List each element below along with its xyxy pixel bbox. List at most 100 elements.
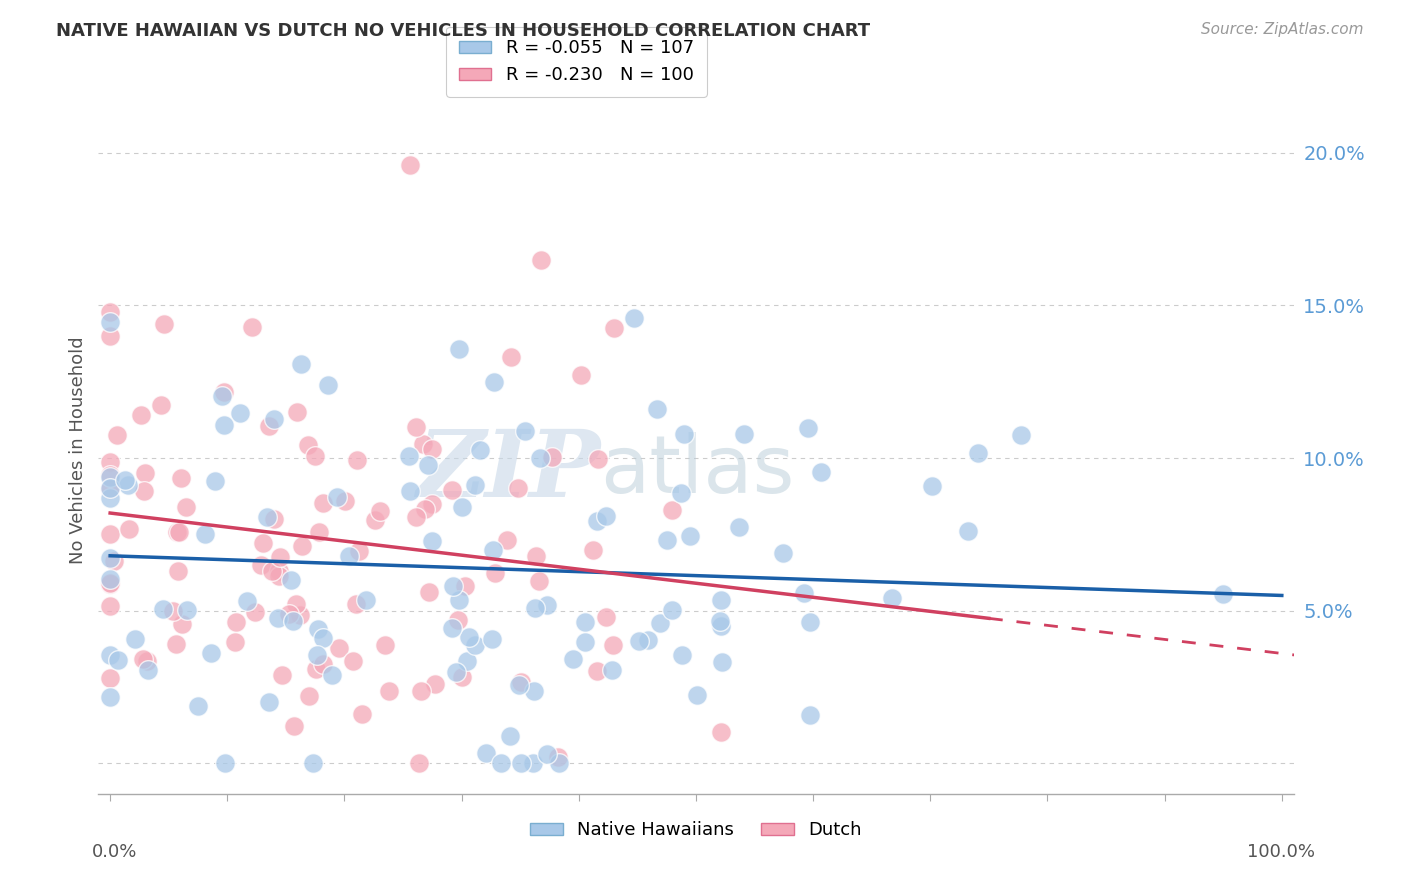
Point: [312, 496, 335, 510]
Point: [344, 598, 367, 612]
Point: [98, 527, 121, 541]
Text: 0.0%: 0.0%: [91, 843, 136, 861]
Point: [193, 526, 215, 541]
Point: [354, 593, 377, 607]
Point: [524, 549, 547, 563]
Point: [350, 706, 373, 721]
Point: [214, 756, 236, 771]
Point: [484, 566, 506, 580]
Point: [501, 350, 523, 364]
Text: ZIP: ZIP: [416, 426, 600, 516]
Point: [456, 654, 478, 668]
Point: [136, 663, 159, 677]
Point: [967, 446, 990, 460]
Point: [305, 662, 328, 676]
Point: [165, 637, 187, 651]
Point: [481, 543, 503, 558]
Point: [595, 508, 617, 523]
Point: [98, 576, 121, 591]
Point: [671, 648, 693, 662]
Point: [602, 638, 624, 652]
Point: [204, 474, 226, 488]
Point: [418, 585, 440, 599]
Point: [98, 575, 121, 590]
Point: [170, 470, 193, 484]
Point: [212, 384, 235, 399]
Point: [727, 520, 749, 534]
Point: [672, 427, 695, 442]
Point: [799, 615, 821, 630]
Point: [581, 543, 603, 558]
Point: [316, 377, 339, 392]
Point: [337, 549, 360, 563]
Point: [447, 592, 470, 607]
Point: [710, 725, 733, 739]
Point: [450, 670, 472, 684]
Point: [661, 603, 683, 617]
Point: [363, 513, 385, 527]
Point: [174, 500, 197, 514]
Point: [413, 502, 436, 516]
Point: [307, 622, 329, 636]
Point: [529, 574, 551, 588]
Point: [547, 750, 569, 764]
Point: [408, 756, 430, 771]
Point: [522, 756, 544, 771]
Point: [118, 522, 141, 536]
Point: [321, 668, 343, 682]
Point: [150, 398, 173, 412]
Point: [495, 533, 517, 548]
Point: [655, 533, 678, 548]
Point: [679, 529, 702, 543]
Point: [420, 442, 443, 456]
Point: [98, 467, 121, 482]
Point: [669, 486, 692, 500]
Point: [482, 376, 505, 390]
Point: [152, 602, 174, 616]
Point: [405, 509, 427, 524]
Point: [509, 756, 531, 771]
Point: [260, 564, 283, 578]
Point: [637, 633, 659, 648]
Point: [200, 646, 222, 660]
Point: [98, 491, 121, 505]
Point: [423, 676, 446, 690]
Point: [224, 635, 246, 649]
Point: [98, 328, 121, 343]
Point: [105, 427, 128, 442]
Point: [271, 668, 294, 682]
Point: [304, 449, 326, 463]
Point: [170, 617, 193, 632]
Point: [574, 615, 596, 630]
Point: [536, 747, 558, 762]
Point: [290, 608, 312, 623]
Point: [562, 652, 585, 666]
Text: atlas: atlas: [600, 432, 794, 510]
Point: [880, 591, 903, 605]
Point: [305, 648, 328, 662]
Point: [283, 719, 305, 733]
Point: [378, 684, 401, 698]
Point: [529, 451, 551, 466]
Point: [447, 342, 470, 356]
Point: [256, 509, 278, 524]
Point: [536, 598, 558, 612]
Point: [124, 632, 146, 646]
Point: [131, 408, 153, 422]
Point: [131, 652, 153, 666]
Point: [98, 481, 121, 495]
Point: [709, 614, 731, 628]
Point: [444, 665, 467, 679]
Point: [211, 389, 233, 403]
Point: [797, 421, 820, 435]
Point: [368, 504, 391, 518]
Point: [98, 455, 121, 469]
Point: [98, 470, 121, 484]
Point: [347, 544, 370, 558]
Point: [312, 657, 335, 671]
Point: [98, 690, 121, 704]
Point: [342, 654, 364, 668]
Point: [167, 564, 190, 578]
Point: [710, 592, 733, 607]
Point: [464, 478, 486, 492]
